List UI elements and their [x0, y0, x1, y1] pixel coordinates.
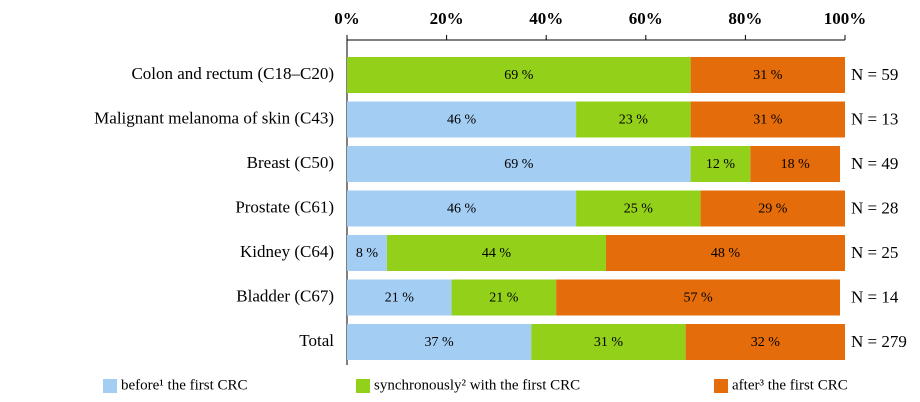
x-tick-label: 20% — [430, 9, 464, 28]
data-label: 18 % — [781, 157, 811, 172]
bar-segment — [685, 324, 845, 360]
data-label: 21 % — [385, 291, 415, 306]
x-tick-label: 40% — [529, 9, 563, 28]
data-label: 31 % — [594, 335, 624, 350]
bar-segment — [347, 190, 577, 227]
annotation: N = 25 — [851, 243, 898, 262]
y-tick-label: Breast (C50) — [247, 153, 334, 172]
annotation: N = 59 — [851, 65, 898, 84]
data-label: 21 % — [489, 291, 519, 306]
annotation: N = 13 — [851, 109, 898, 128]
legend-label: synchronously² with the first CRC — [374, 377, 580, 393]
data-label: 69 % — [504, 68, 534, 83]
bar-segment — [451, 279, 557, 316]
bar-segment — [605, 235, 845, 271]
data-label: 57 % — [684, 291, 714, 306]
annotation: N = 14 — [851, 287, 899, 306]
data-label: 46 % — [447, 113, 477, 128]
data-label: 44 % — [482, 246, 512, 261]
data-label: 25 % — [624, 202, 654, 217]
y-tick-label: Total — [299, 331, 334, 350]
legend-label: after³ the first CRC — [732, 377, 848, 393]
legend-label: before¹ the first CRC — [121, 377, 248, 393]
y-tick-label: Malignant melanoma of skin (C43) — [94, 108, 334, 127]
legend-swatch — [356, 379, 370, 393]
y-tick-label: Kidney (C64) — [240, 242, 334, 261]
x-tick-label: 80% — [728, 9, 762, 28]
data-label: 32 % — [751, 335, 781, 350]
bar-segment — [347, 324, 532, 360]
data-label: 69 % — [504, 157, 534, 172]
bar-segment — [347, 279, 452, 316]
x-tick-label: 0% — [334, 9, 360, 28]
annotation: N = 49 — [851, 154, 898, 173]
data-label: 48 % — [711, 246, 741, 261]
data-label: 31 % — [753, 113, 783, 128]
data-label: 12 % — [706, 157, 736, 172]
bar-segment — [576, 190, 701, 227]
data-label: 46 % — [447, 202, 477, 217]
data-label: 23 % — [619, 113, 649, 128]
y-tick-label: Colon and rectum (C18–C20) — [131, 64, 334, 83]
legend-swatch — [714, 379, 728, 393]
bar-segment — [750, 146, 841, 182]
bar-segment — [347, 235, 387, 271]
data-label: 8 % — [356, 246, 379, 261]
legend-swatch — [103, 379, 117, 393]
y-tick-label: Prostate (C61) — [235, 197, 334, 216]
bar-segment — [700, 190, 845, 227]
x-tick-label: 60% — [629, 9, 663, 28]
bar-segment — [347, 146, 691, 182]
bar-segment — [556, 279, 841, 316]
x-tick-label: 100% — [824, 9, 867, 28]
bar-segment — [690, 57, 845, 93]
bar-segment — [386, 235, 606, 271]
data-label: 37 % — [425, 335, 455, 350]
bar-segment — [690, 146, 751, 182]
bar-segment — [531, 324, 686, 360]
data-label: 31 % — [753, 68, 783, 83]
bar-segment — [347, 57, 691, 93]
bar-segment — [690, 101, 845, 138]
annotation: N = 279 — [851, 332, 907, 351]
bar-segment — [347, 101, 577, 138]
data-label: 29 % — [758, 202, 788, 217]
annotation: N = 28 — [851, 198, 898, 217]
y-tick-label: Bladder (C67) — [236, 286, 334, 305]
bar-segment — [576, 101, 691, 138]
